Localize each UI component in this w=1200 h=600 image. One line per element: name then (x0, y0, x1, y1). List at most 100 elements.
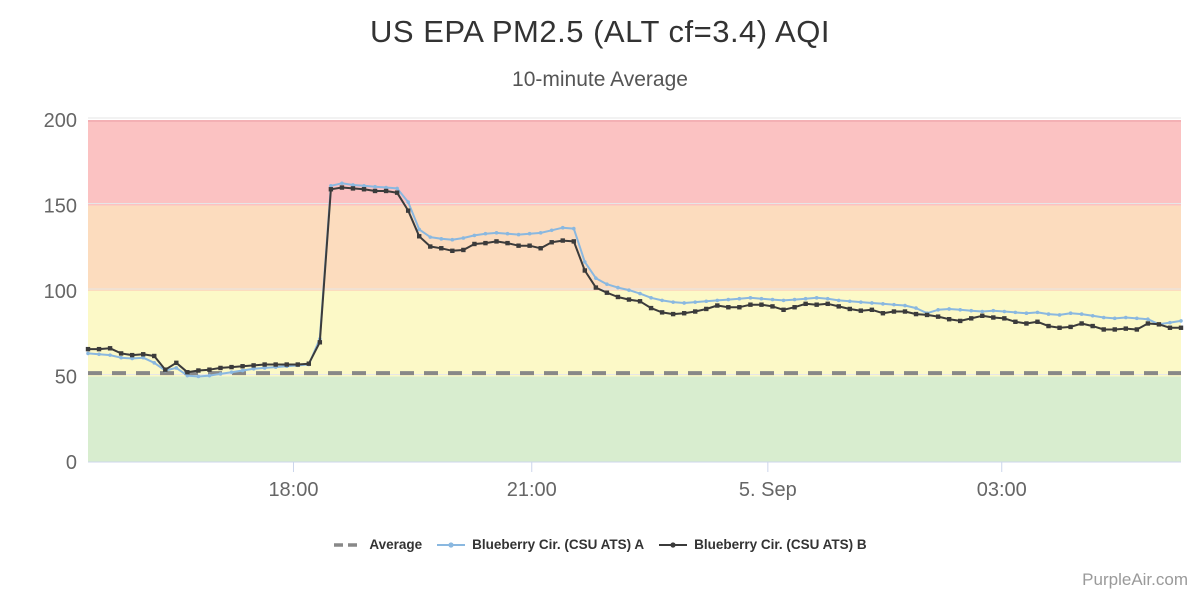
series-marker-a (130, 356, 134, 361)
series-marker-b (350, 186, 356, 191)
legend-label: Average (369, 537, 423, 552)
purpleair-watermark-link[interactable]: PurpleAir.com (1082, 570, 1188, 589)
series-marker-b (759, 302, 764, 307)
series-marker-b (637, 299, 643, 304)
series-marker-b (129, 352, 135, 358)
series-marker-a (571, 226, 576, 231)
series-marker-b (803, 301, 808, 307)
y-axis-label-100: 100 (44, 281, 77, 303)
series-marker-b (560, 238, 565, 243)
series-marker-b (96, 346, 102, 352)
series-marker-a (947, 307, 951, 311)
series-marker-a (461, 236, 466, 240)
legend: Average Blueberry Cir. (CSU ATS) A Blueber… (0, 537, 1200, 552)
series-marker-a (97, 352, 101, 357)
series-marker-b (1167, 325, 1173, 330)
series-marker-b (814, 302, 819, 307)
series-marker-a (340, 181, 344, 186)
y-axis-label-50: 50 (55, 367, 77, 389)
series-marker-b (604, 290, 610, 295)
series-marker-b (339, 185, 345, 190)
series-marker-b (902, 309, 908, 314)
series-marker-a (881, 302, 885, 306)
series-marker-b (174, 360, 179, 366)
series-marker-a (781, 298, 786, 303)
series-marker-b (670, 311, 676, 317)
series-marker-b (383, 188, 389, 194)
series-marker-b (549, 240, 554, 245)
series-marker-a (196, 374, 201, 379)
series-marker-b (626, 297, 632, 302)
series-marker-a (803, 296, 808, 301)
series-marker-a (406, 200, 410, 204)
series-marker-b (1145, 321, 1151, 326)
series-marker-b (924, 312, 930, 318)
series-marker-b (372, 188, 378, 194)
series-marker-a (329, 184, 333, 188)
series-marker-b (284, 362, 289, 367)
series-marker-b (483, 240, 488, 246)
legend-swatch-icon (334, 542, 363, 547)
legend-item-sensor-b[interactable]: Blueberry Cir. (CSU ATS) B (658, 537, 867, 552)
series-marker-b (251, 363, 256, 368)
series-marker-b (295, 362, 300, 367)
series-marker-b (748, 302, 753, 307)
series-marker-a (505, 231, 510, 236)
series-marker-a (152, 361, 157, 365)
series-marker-a (616, 285, 620, 290)
series-marker-a (825, 296, 830, 301)
series-marker-a (472, 233, 477, 238)
series-marker-b (1112, 327, 1117, 332)
series-marker-a (1123, 315, 1128, 320)
series-marker-b (726, 305, 731, 310)
series-marker-a (494, 231, 499, 235)
series-marker-b (1178, 325, 1184, 330)
series-marker-a (759, 296, 764, 301)
series-marker-b (361, 187, 367, 192)
series-marker-b (273, 362, 278, 367)
series-marker-a (903, 303, 907, 308)
series-marker-b (141, 352, 146, 357)
series-marker-b (262, 362, 267, 367)
series-marker-b (681, 311, 687, 316)
series-marker-b (394, 190, 400, 195)
plot-band-yellow-moderate (88, 291, 1181, 377)
series-marker-b (1002, 316, 1007, 321)
y-axis-label-150: 150 (44, 196, 77, 218)
series-marker-b (107, 346, 113, 351)
series-marker-a (594, 276, 598, 280)
series-marker-b (527, 243, 532, 248)
legend-item-average[interactable]: Average (333, 537, 422, 552)
series-marker-b (428, 244, 433, 249)
series-marker-a (1046, 312, 1051, 316)
series-line-b (87, 186, 1182, 374)
series-marker-b (1057, 325, 1062, 330)
series-marker-a (560, 225, 565, 230)
series-marker-b (869, 307, 875, 313)
series-marker-b (439, 246, 444, 251)
series-marker-b (659, 310, 665, 315)
series-marker-a (958, 308, 962, 312)
series-marker-a (439, 237, 444, 241)
legend-item-sensor-a[interactable]: Blueberry Cir. (CSU ATS) A (436, 537, 644, 552)
series-marker-b (494, 239, 499, 244)
series-marker-b (770, 304, 775, 309)
series-marker-b (461, 247, 466, 253)
series-marker-b (1123, 326, 1128, 331)
series-marker-b (836, 304, 841, 309)
series-marker-b (693, 309, 698, 314)
series-marker-b (1013, 319, 1018, 324)
series-marker-b (118, 351, 124, 356)
series-marker-a (936, 308, 940, 312)
legend-swatch-icon (659, 541, 688, 548)
series-marker-b (207, 367, 212, 372)
series-marker-b (1101, 327, 1106, 332)
plot-band-orange-unhealthy-sensitive (88, 205, 1181, 291)
series-marker-b (825, 301, 830, 307)
series-marker-a (836, 298, 841, 303)
series-marker-b (913, 311, 919, 317)
series-marker-b (185, 370, 190, 375)
series-marker-b (240, 364, 245, 369)
series-marker-a (516, 232, 521, 237)
series-marker-b (1134, 327, 1140, 332)
